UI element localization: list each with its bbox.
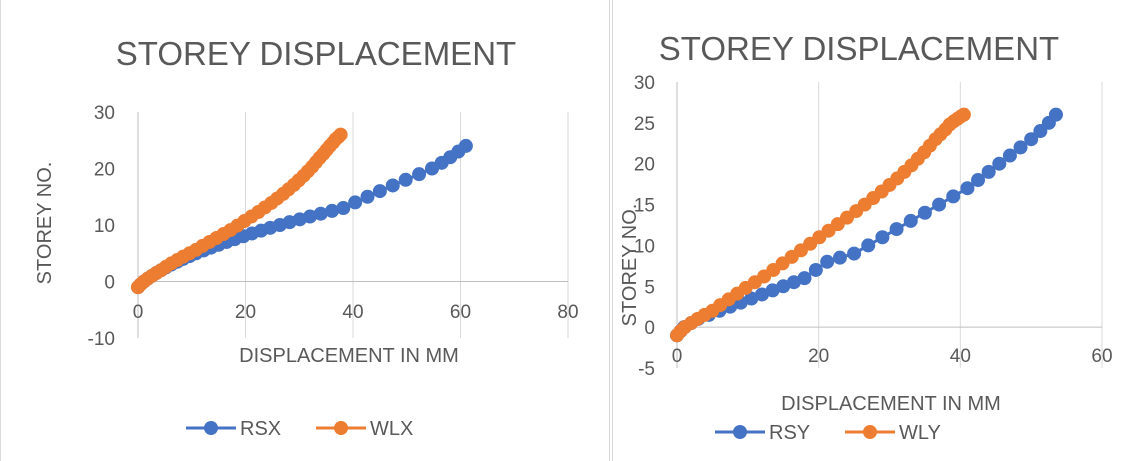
x-tick-label: 60 bbox=[1091, 346, 1112, 367]
data-point-rsy bbox=[833, 251, 846, 264]
data-point-rsx bbox=[413, 168, 426, 181]
data-point-rsy bbox=[890, 223, 903, 236]
chart-svg-left: STOREY DISPLACEMENT 0 20 40 60 80 -10 0 10 20 30 DI… bbox=[1, 0, 611, 461]
data-point-rsy bbox=[904, 214, 917, 227]
data-point-rsy bbox=[961, 182, 974, 195]
data-point-rsy bbox=[809, 263, 822, 276]
data-point-rsx bbox=[399, 173, 412, 186]
y-axis-label: STOREY NO. bbox=[34, 162, 56, 285]
chart-panel-right: STOREY DISPLACEMENT 0 20 40 60 -5 0 5 10 15 20 25 30… bbox=[612, 0, 1125, 461]
y-tick-label: 30 bbox=[634, 73, 655, 94]
y-tick-label: -5 bbox=[638, 359, 655, 380]
data-point-rsy bbox=[1003, 149, 1016, 162]
data-point-rsx bbox=[337, 202, 350, 215]
data-point-rsy bbox=[918, 206, 931, 219]
y-axis-label: STOREY NO. bbox=[619, 204, 641, 327]
data-point-rsy bbox=[798, 272, 811, 285]
x-tick-label: 40 bbox=[342, 302, 363, 323]
x-axis-label: DISPLACEMENT IN MM bbox=[239, 345, 459, 367]
data-point-rsy bbox=[933, 198, 946, 211]
data-point-rsy bbox=[972, 174, 985, 187]
data-point-rsy bbox=[848, 247, 861, 260]
legend-marker-wly bbox=[863, 425, 877, 439]
y-tick-label: 30 bbox=[94, 103, 115, 124]
y-tick-label: 25 bbox=[634, 114, 655, 135]
legend-label-wly: WLY bbox=[899, 422, 941, 444]
x-tick-label: 40 bbox=[950, 346, 971, 367]
data-point-rsx bbox=[459, 139, 472, 152]
chart-title: STOREY DISPLACEMENT bbox=[116, 35, 516, 72]
data-point-rsy bbox=[876, 231, 889, 244]
legend-label-rsy: RSY bbox=[769, 422, 810, 444]
data-point-rsx bbox=[386, 179, 399, 192]
y-tick-label: 20 bbox=[634, 155, 655, 176]
chart-title: STOREY DISPLACEMENT bbox=[659, 30, 1059, 67]
data-point-rsy bbox=[982, 165, 995, 178]
y-tick-label: -10 bbox=[88, 329, 115, 350]
data-point-rsx bbox=[361, 190, 374, 203]
data-point-rsy bbox=[1014, 141, 1027, 154]
y-tick-label: 20 bbox=[94, 160, 115, 181]
x-tick-label: 0 bbox=[133, 302, 144, 323]
legend-label-wlx: WLX bbox=[370, 418, 413, 440]
x-axis-label: DISPLACEMENT IN MM bbox=[781, 393, 1001, 415]
x-tick-label: 0 bbox=[672, 346, 683, 367]
data-point-wly bbox=[957, 108, 970, 121]
data-point-rsy bbox=[947, 190, 960, 203]
x-tick-label: 60 bbox=[450, 302, 471, 323]
data-point-rsx bbox=[349, 196, 362, 209]
x-tick-label: 80 bbox=[557, 302, 578, 323]
y-tick-label: 5 bbox=[644, 277, 655, 298]
legend-marker-rsx bbox=[204, 421, 218, 435]
y-tick-label: 10 bbox=[94, 216, 115, 237]
data-point-rsy bbox=[862, 239, 875, 252]
legend-marker-rsy bbox=[733, 425, 747, 439]
x-tick-label: 20 bbox=[235, 302, 256, 323]
y-tick-label: 0 bbox=[104, 273, 115, 294]
data-point-rsx bbox=[373, 185, 386, 198]
data-point-rsy bbox=[821, 255, 834, 268]
data-point-wlx bbox=[334, 128, 347, 141]
chart-panel-left: STOREY DISPLACEMENT 0 20 40 60 80 -10 0 10 20 30 DI… bbox=[0, 0, 610, 461]
data-point-rsy bbox=[1049, 108, 1062, 121]
legend-marker-wlx bbox=[334, 421, 348, 435]
legend-label-rsx: RSX bbox=[240, 418, 281, 440]
data-point-rsy bbox=[993, 157, 1006, 170]
y-tick-label: 0 bbox=[644, 318, 655, 339]
x-tick-label: 20 bbox=[808, 346, 829, 367]
